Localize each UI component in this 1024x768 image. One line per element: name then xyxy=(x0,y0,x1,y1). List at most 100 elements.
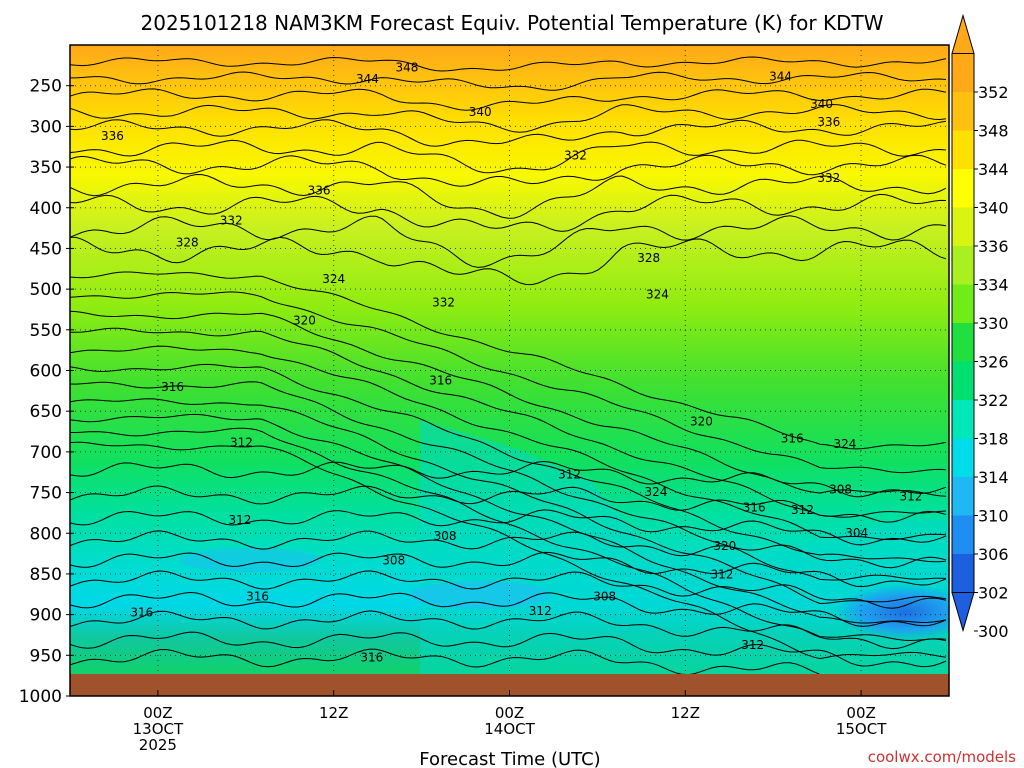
colorbar-swatch xyxy=(952,130,974,169)
contour-line xyxy=(70,509,947,546)
colorbar-label: 306 xyxy=(978,545,1009,564)
contour-label: 344 xyxy=(769,69,792,83)
contour-line xyxy=(70,56,947,72)
contour-line xyxy=(70,570,947,609)
contour-line xyxy=(70,591,947,627)
contour-label: 316 xyxy=(246,589,269,603)
cold-pool-shading-2 xyxy=(410,581,550,609)
y-tick-label: 600 xyxy=(30,362,62,382)
contour-label: 324 xyxy=(834,437,857,451)
contour-line xyxy=(70,460,947,498)
x-tick-label: 12Z xyxy=(319,704,348,722)
contour-line xyxy=(70,119,947,147)
contour-label: 328 xyxy=(637,251,660,265)
colorbar-label: 352 xyxy=(978,83,1009,102)
contour-line xyxy=(70,236,947,286)
y-tick-label: 900 xyxy=(30,606,62,626)
contour-line xyxy=(70,103,947,133)
colorbar-swatch xyxy=(952,207,974,246)
y-tick-label: 1000 xyxy=(19,687,62,707)
x-tick-label: 2025 xyxy=(139,736,177,754)
contour-label: 312 xyxy=(230,436,253,450)
colorbar-label: 330 xyxy=(978,314,1009,333)
x-tick-label: 00Z xyxy=(143,704,172,722)
contour-label: 320 xyxy=(293,313,316,327)
colorbar-swatch xyxy=(952,246,974,285)
colorbar-label: 322 xyxy=(978,391,1009,410)
contour-label: 308 xyxy=(593,589,616,603)
contour-label: 336 xyxy=(308,183,331,197)
contour-label: 316 xyxy=(161,380,184,394)
contour-label: 320 xyxy=(690,414,713,428)
contour-line xyxy=(70,631,947,668)
contour-label: 328 xyxy=(176,235,199,249)
contour-label: 336 xyxy=(101,129,124,143)
colorbar-label: 302 xyxy=(978,584,1009,603)
colorbar-swatch xyxy=(952,515,974,554)
y-tick-label: 850 xyxy=(30,565,62,585)
y-tick-label: 450 xyxy=(30,239,62,259)
x-tick-label: 13OCT xyxy=(133,720,184,738)
contour-label: 308 xyxy=(434,529,457,543)
x-tick-label: 00Z xyxy=(495,704,524,722)
contour-lines xyxy=(70,56,947,688)
contour-label: 336 xyxy=(817,115,840,129)
contour-label: 312 xyxy=(558,467,581,481)
chart-title: 2025101218 NAM3KM Forecast Equiv. Potent… xyxy=(141,11,884,35)
contour-label: 324 xyxy=(645,485,668,499)
contour-label: 312 xyxy=(228,513,251,527)
colorbar-swatch xyxy=(952,477,974,516)
contour-line xyxy=(70,173,947,219)
x-tick-label: 12Z xyxy=(671,704,700,722)
contour-line xyxy=(70,398,947,605)
colorbar-label: 336 xyxy=(978,237,1009,256)
contour-line xyxy=(70,271,947,450)
colorbar-label: 334 xyxy=(978,276,1009,295)
colorbar-swatch xyxy=(952,438,974,477)
y-tick-label: 800 xyxy=(30,524,62,544)
y-tick-label: 950 xyxy=(30,646,62,666)
credit-link[interactable]: coolwx.com/models xyxy=(868,748,1016,766)
contour-label: 316 xyxy=(781,431,804,445)
contour-line xyxy=(70,139,947,174)
contour-line xyxy=(70,215,947,268)
contour-line xyxy=(70,310,947,497)
colorbar-swatch xyxy=(952,400,974,439)
contour-label: 316 xyxy=(360,650,383,664)
contour-label: 312 xyxy=(710,567,733,581)
colorbar-swatch xyxy=(952,169,974,208)
contour-line xyxy=(70,551,947,588)
contour-label: 316 xyxy=(743,501,766,515)
contour-label: 312 xyxy=(791,503,814,517)
contour-label: 340 xyxy=(469,105,492,119)
contour-label: 316 xyxy=(130,606,153,620)
colorbar-label: 340 xyxy=(978,199,1009,218)
contour-label: 312 xyxy=(899,489,922,503)
contour-line xyxy=(70,154,947,187)
contour-line xyxy=(70,327,947,518)
contour-label: 324 xyxy=(322,272,345,286)
contour-label: 332 xyxy=(432,296,455,310)
x-tick-label: 15OCT xyxy=(836,720,887,738)
contour-line xyxy=(70,530,947,569)
colorbar-label: 310 xyxy=(978,507,1009,526)
contour-label: 340 xyxy=(810,97,833,111)
contour-line xyxy=(70,88,947,111)
contour-label: 316 xyxy=(429,374,452,388)
contour-line xyxy=(70,485,947,523)
contour-line xyxy=(70,648,947,688)
colorbar-label: 348 xyxy=(978,122,1009,141)
y-tick-label: 400 xyxy=(30,199,62,219)
y-axis: 250 300 350 400 450 500 550 600 650 700 750 800 850 9… xyxy=(19,77,74,707)
colorbar-swatch xyxy=(952,284,974,323)
y-tick-label: 650 xyxy=(30,402,62,422)
colorbar: 352 348 344 340 336 334 330 326 322 318 314 310 306 3… xyxy=(951,13,1009,641)
contour-line xyxy=(70,193,947,232)
contour-label: 344 xyxy=(356,72,379,86)
cold-pool-shading-3 xyxy=(180,548,320,572)
x-axis-label: Forecast Time (UTC) xyxy=(419,749,600,768)
y-tick-label: 750 xyxy=(30,484,62,504)
colorbar-swatch xyxy=(952,361,974,400)
